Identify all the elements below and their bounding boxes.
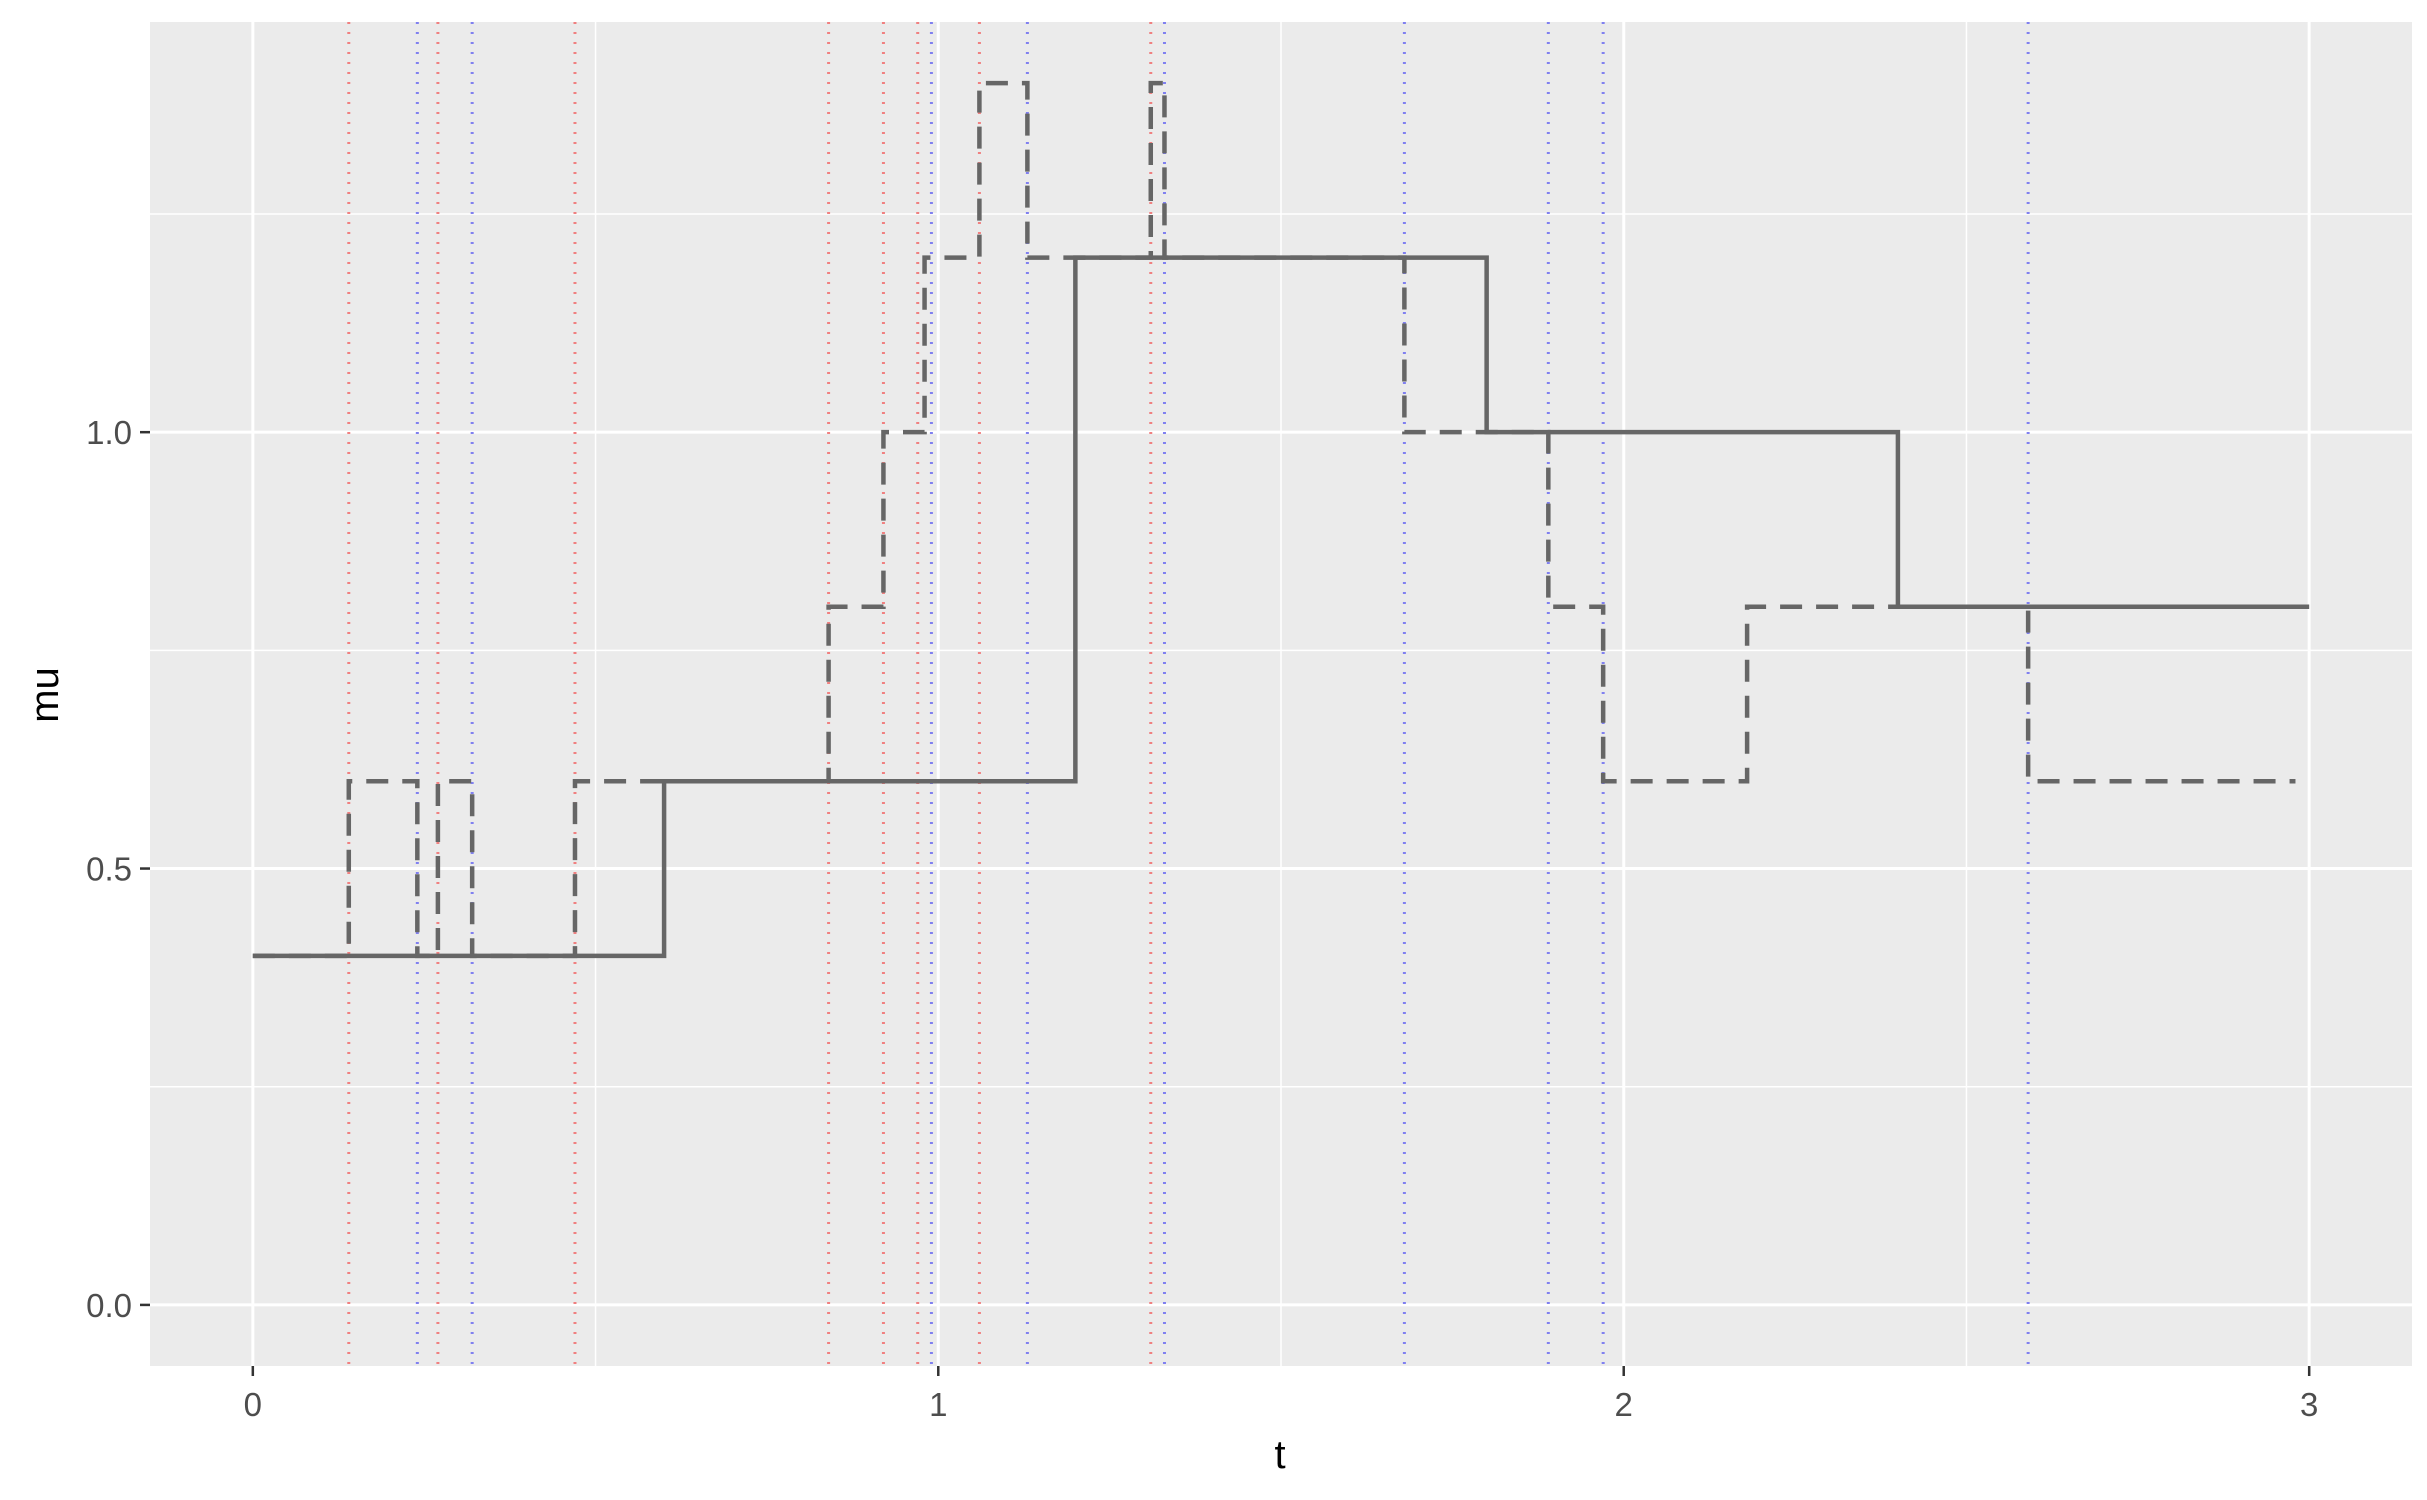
y-axis-title: mu xyxy=(23,667,67,723)
dashed-step-series xyxy=(252,80,2296,959)
x-tick-label: 0 xyxy=(244,1386,262,1423)
x-axis-title: t xyxy=(1274,1433,1285,1477)
axes: 0 1 2 3 0.0 0.5 1.0 xyxy=(86,414,2318,1423)
major-gridlines xyxy=(150,22,2412,1366)
event-lines xyxy=(347,22,2030,1366)
x-tick-label: 2 xyxy=(1615,1386,1633,1423)
solid-step-series xyxy=(252,255,2310,959)
y-tick-label: 0.5 xyxy=(86,851,132,888)
minor-gridlines xyxy=(150,22,2412,1366)
y-tick-label: 1.0 xyxy=(86,414,132,451)
series-lines xyxy=(252,80,2310,959)
y-tick-label: 0.0 xyxy=(86,1287,132,1324)
x-tick-label: 1 xyxy=(929,1386,947,1423)
x-tick-label: 3 xyxy=(2300,1386,2318,1423)
